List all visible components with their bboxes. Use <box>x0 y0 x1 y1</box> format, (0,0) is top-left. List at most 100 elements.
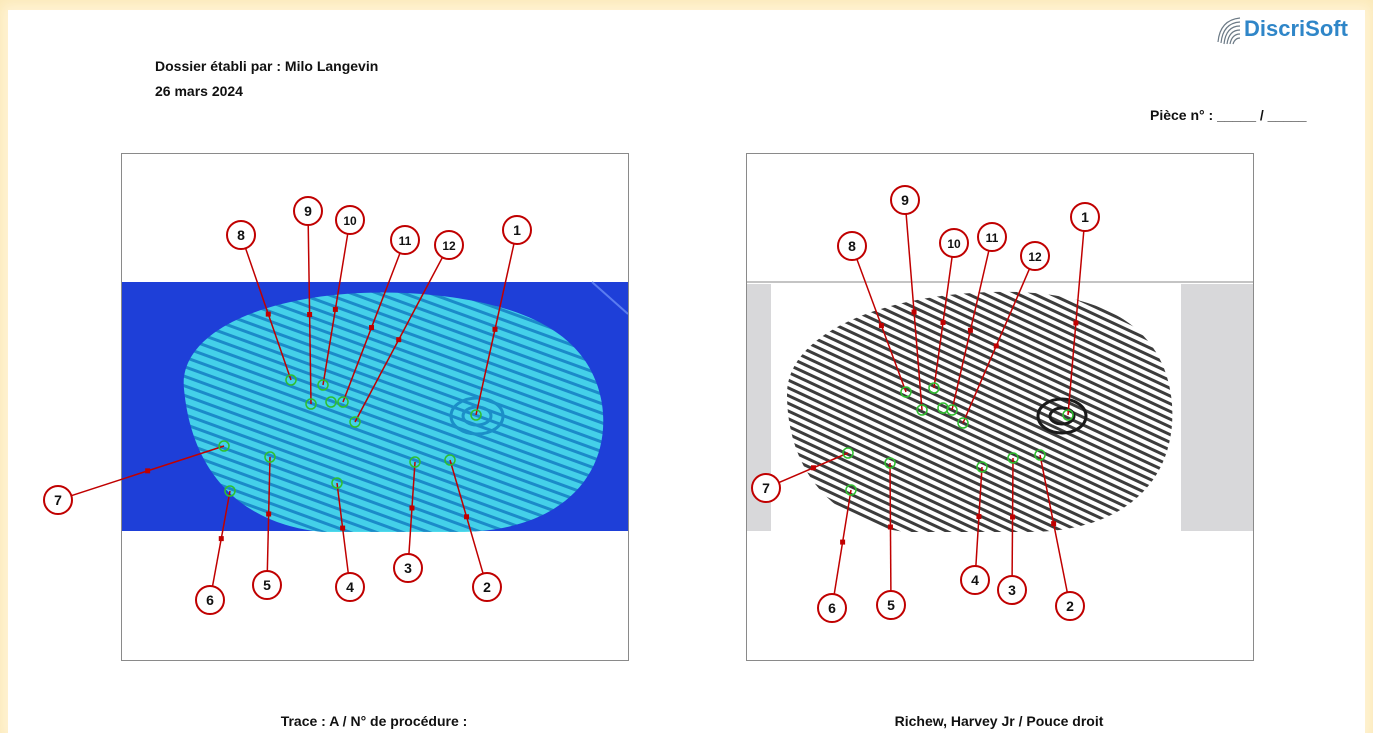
reference-callout-circle <box>1070 202 1100 232</box>
trace-leader-dot <box>307 311 313 317</box>
trace-callout-circle <box>43 485 73 515</box>
trace-minutia-marker <box>337 396 349 408</box>
trace-leader-dot <box>464 514 470 520</box>
trace-minutia-marker <box>224 485 236 497</box>
trace-callout-number: 5 <box>263 577 271 593</box>
reference-callout-number: 6 <box>828 600 836 616</box>
trace-callout-circle <box>502 215 532 245</box>
reference-callout-10: 10 <box>928 228 969 394</box>
reference-callout-1: 1 <box>1062 202 1100 421</box>
trace-callout-circle <box>472 572 502 602</box>
reference-callout-circle <box>1020 241 1050 271</box>
trace-leader-dot <box>266 511 272 517</box>
trace-callout-5: 5 <box>252 451 282 600</box>
reference-callout-circle <box>837 231 867 261</box>
reference-leader-dot <box>887 524 893 530</box>
trace-callout-circle <box>226 220 256 250</box>
trace-callout-number: 10 <box>343 214 357 228</box>
trace-minutia-extra <box>325 396 337 408</box>
piece-number: Pièce n° : _____ / _____ <box>1150 107 1307 123</box>
reference-callout-circle <box>977 222 1007 252</box>
trace-callout-8: 8 <box>226 220 297 386</box>
trace-leader-dot <box>265 311 271 317</box>
reference-callout-circle <box>817 593 847 623</box>
trace-callout-number: 4 <box>346 579 354 595</box>
reference-callout-circle <box>751 473 781 503</box>
trace-leader-dot <box>396 337 402 343</box>
trace-callout-circle <box>252 570 282 600</box>
reference-callout-number: 11 <box>986 231 999 245</box>
report-date: 26 mars 2024 <box>155 83 243 99</box>
trace-caption: Trace : A / N° de procédure : <box>280 713 468 729</box>
trace-callout-number: 11 <box>399 234 412 248</box>
reference-minutia-marker <box>900 386 912 398</box>
trace-minutia-marker <box>218 440 230 452</box>
reference-leader-dot <box>976 514 982 520</box>
trace-minutia-marker <box>349 416 361 428</box>
trace-leader-dot <box>409 505 415 511</box>
reference-minutia-marker <box>845 484 857 496</box>
reference-callout-circle <box>1055 591 1085 621</box>
trace-minutia-marker <box>305 398 317 410</box>
reference-callout-8: 8 <box>837 231 912 398</box>
reference-callout-number: 2 <box>1066 598 1074 614</box>
reference-minutia-marker <box>928 382 940 394</box>
trace-leader-dot <box>218 536 224 542</box>
reference-callout-number: 12 <box>1028 250 1042 264</box>
reference-leader-dot <box>911 309 917 315</box>
reference-leader-dot <box>1051 521 1057 527</box>
trace-leader-dot <box>368 325 374 331</box>
reference-callout-circle <box>960 565 990 595</box>
trace-callout-12: 12 <box>349 230 464 428</box>
trace-callout-4: 4 <box>331 477 365 602</box>
trace-callout-number: 6 <box>206 592 214 608</box>
trace-callout-number: 7 <box>54 492 62 508</box>
trace-leader-dot <box>492 326 498 332</box>
trace-callout-number: 3 <box>404 560 412 576</box>
reference-callout-7: 7 <box>751 447 854 503</box>
trace-image-panel <box>121 153 629 661</box>
trace-callout-circle <box>390 225 420 255</box>
reference-print-image <box>747 281 1253 532</box>
trace-callout-number: 1 <box>513 222 521 238</box>
fingerprint-logo-icon <box>1217 17 1241 45</box>
reference-callout-circle <box>890 185 920 215</box>
trace-leader-dot <box>340 525 346 531</box>
reference-minutia-marker <box>916 404 928 416</box>
reference-callout-circle <box>997 575 1027 605</box>
trace-callout-number: 12 <box>442 239 456 253</box>
reference-callout-5: 5 <box>876 457 906 620</box>
reference-callout-3: 3 <box>997 452 1027 605</box>
reference-leader-dot <box>940 319 946 325</box>
trace-callout-circle <box>335 205 365 235</box>
trace-leader-dot <box>332 306 338 312</box>
reference-minutia-marker <box>1007 452 1019 464</box>
reference-leader-dot <box>1073 320 1079 326</box>
reference-leader-dot <box>810 465 816 471</box>
reference-callout-number: 1 <box>1081 209 1089 225</box>
reference-minutia-marker <box>1034 449 1046 461</box>
reference-callout-number: 9 <box>901 192 909 208</box>
trace-callout-6: 6 <box>195 485 236 615</box>
reference-callout-number: 4 <box>971 572 979 588</box>
reference-callout-number: 5 <box>887 597 895 613</box>
trace-callout-7: 7 <box>43 440 230 515</box>
reference-callout-number: 10 <box>947 237 961 251</box>
reference-minutia-marker <box>946 404 958 416</box>
trace-minutia-marker <box>470 409 482 421</box>
reference-callout-11: 11 <box>946 222 1007 416</box>
reference-callout-number: 3 <box>1008 582 1016 598</box>
trace-callout-number: 8 <box>237 227 245 243</box>
reference-callout-12: 12 <box>957 241 1050 429</box>
trace-callout-1: 1 <box>470 215 532 421</box>
reference-caption: Richew, Harvey Jr / Pouce droit <box>894 713 1104 729</box>
reference-callout-number: 7 <box>762 480 770 496</box>
reference-minutia-marker <box>884 457 896 469</box>
trace-minutia-marker <box>409 456 421 468</box>
trace-callout-2: 2 <box>444 454 502 602</box>
latent-print-image <box>122 281 628 533</box>
trace-callout-11: 11 <box>337 225 420 408</box>
trace-leader-dot <box>145 468 151 474</box>
reference-leader-dot <box>840 539 846 545</box>
